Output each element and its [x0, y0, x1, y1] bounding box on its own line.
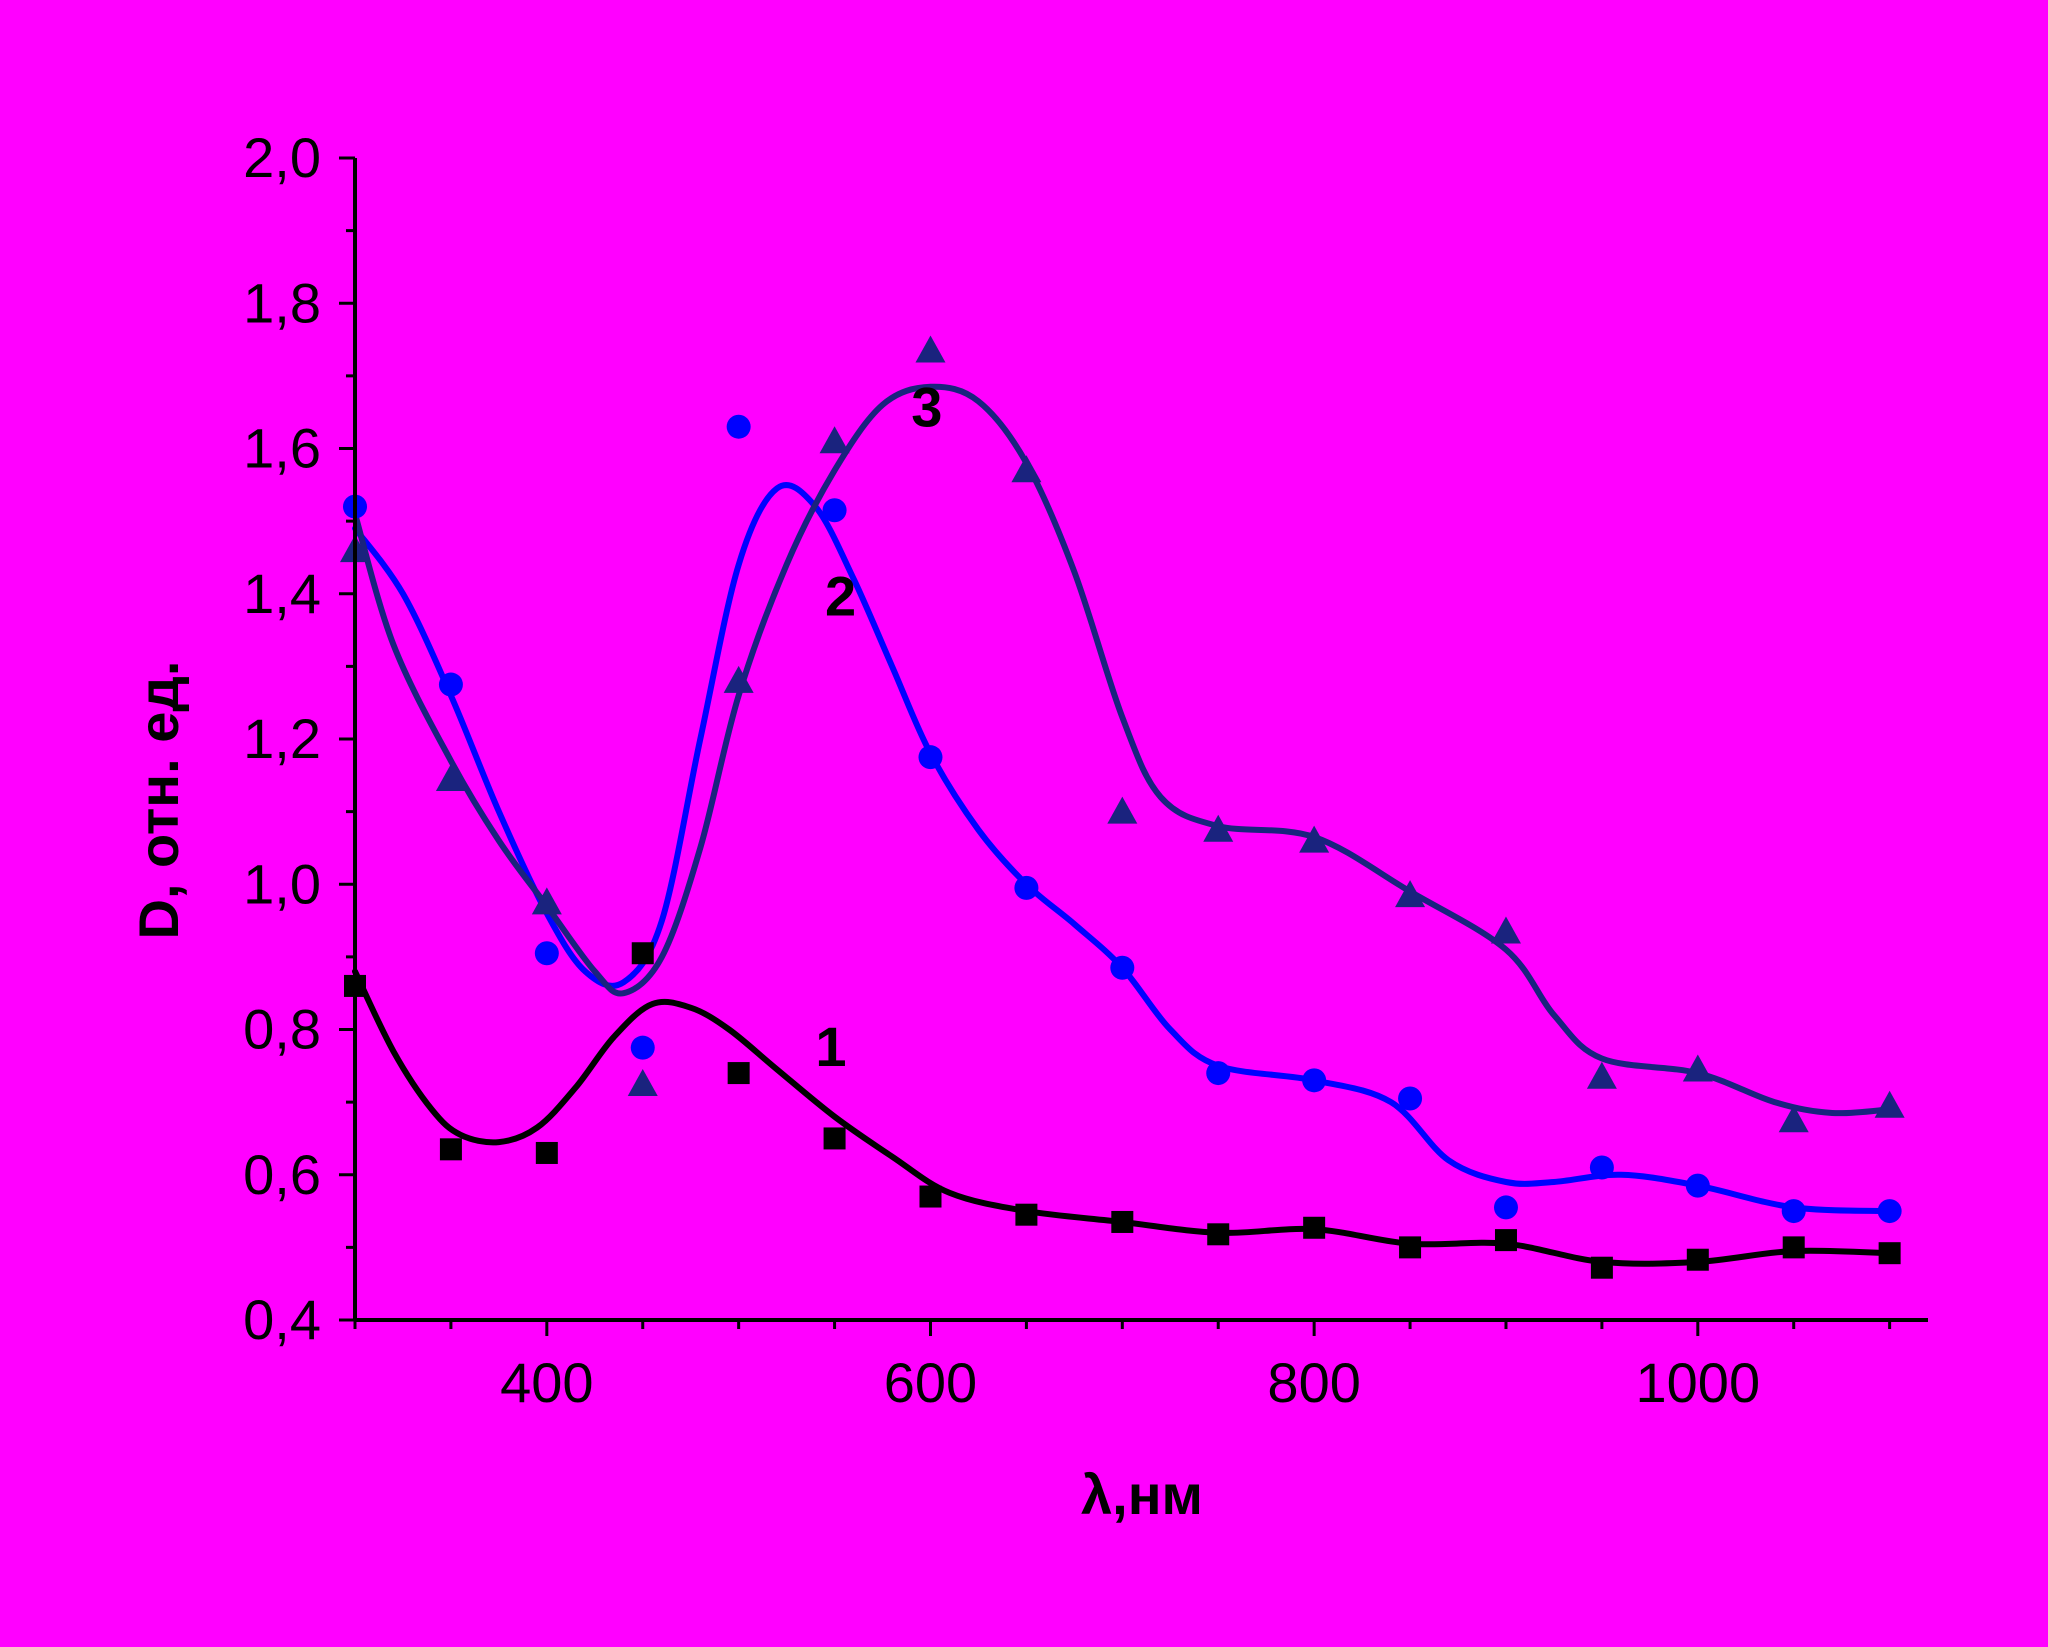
series-3-point — [531, 887, 562, 915]
y-tick-label: 0,4 — [243, 1288, 321, 1351]
y-tick-label: 1,4 — [243, 562, 321, 625]
series-1-point — [1590, 1256, 1613, 1279]
series-markers — [340, 335, 1905, 1279]
y-tick-label: 1,6 — [243, 417, 321, 480]
series-2-point — [918, 745, 943, 770]
series-2-point — [1493, 1195, 1518, 1220]
series-3-point — [1874, 1090, 1905, 1118]
x-tick-label: 800 — [1267, 1351, 1360, 1414]
series-1-point — [919, 1185, 942, 1208]
series-3-point — [915, 335, 946, 363]
series-3-point — [627, 1068, 658, 1096]
series-3-point — [1682, 1054, 1713, 1082]
series-3-point — [1299, 825, 1330, 853]
series-1-point — [1111, 1210, 1134, 1233]
series-1-point — [1303, 1216, 1326, 1239]
series-2-point — [1206, 1061, 1231, 1086]
series-2-point — [438, 672, 463, 697]
y-tick-label: 2,0 — [243, 126, 321, 189]
series-2-point — [1589, 1155, 1614, 1180]
axis-ticks: 400 600 800 1000 0,4 0,6 0,8 1,0 1,2 1,4 1,6 1,8 2,0 — [243, 126, 1892, 1414]
x-tick-label: 1000 — [1636, 1351, 1761, 1414]
series-3-point — [1586, 1061, 1617, 1089]
series-curves — [352, 383, 1893, 1267]
series-1-point — [727, 1062, 750, 1085]
series-1-point — [1782, 1236, 1805, 1259]
series-1-point — [1878, 1242, 1901, 1265]
series-3-point — [435, 763, 466, 791]
series-1-label: 1 — [815, 1015, 846, 1078]
series-3-point — [1490, 916, 1521, 944]
series-1-point — [1686, 1248, 1709, 1271]
x-axis-title: λ,нм — [1081, 1463, 1203, 1526]
series-2-line — [352, 482, 1893, 1215]
series-3-point — [1011, 455, 1042, 483]
x-tick-label: 400 — [500, 1351, 593, 1414]
x-tick-label: 600 — [884, 1351, 977, 1414]
series-1-line — [352, 968, 1893, 1267]
series-1-point — [1015, 1203, 1038, 1226]
series-3-point — [819, 426, 850, 454]
series-2-point — [1110, 955, 1135, 980]
series-2-point — [1398, 1086, 1423, 1111]
series-3-point — [1107, 796, 1138, 824]
series-2-point — [534, 941, 559, 966]
series-3-point — [1778, 1105, 1809, 1133]
series-3-point — [1395, 880, 1426, 908]
series-2-point — [1014, 875, 1039, 900]
y-tick-label: 0,8 — [243, 998, 321, 1061]
series-2-point — [1877, 1199, 1902, 1224]
series-3-point — [723, 665, 754, 693]
series-1-point — [1399, 1236, 1422, 1259]
series-2-point — [1302, 1068, 1327, 1093]
series-2-label: 2 — [825, 565, 856, 628]
series-3-line — [352, 383, 1893, 1117]
y-axis-title: D, отн. ед. — [127, 661, 190, 940]
curve-labels: 1 2 3 — [815, 376, 942, 1078]
series-2-point — [726, 414, 751, 439]
y-tick-label: 1,2 — [243, 707, 321, 770]
series-1-point — [439, 1138, 462, 1161]
series-2-point — [630, 1035, 655, 1060]
y-tick-label: 0,6 — [243, 1143, 321, 1206]
y-tick-label: 1,0 — [243, 852, 321, 915]
series-1-point — [1494, 1229, 1517, 1252]
series-1-point — [535, 1141, 558, 1164]
series-1-point — [1207, 1223, 1230, 1246]
y-tick-label: 1,8 — [243, 271, 321, 334]
series-2-point — [822, 498, 847, 523]
series-1-point — [631, 942, 654, 965]
series-3-point — [1203, 814, 1234, 842]
series-1-point — [823, 1127, 846, 1150]
series-2-point — [1685, 1173, 1710, 1198]
series-2-point — [1781, 1199, 1806, 1224]
series-3-label: 3 — [911, 376, 942, 439]
